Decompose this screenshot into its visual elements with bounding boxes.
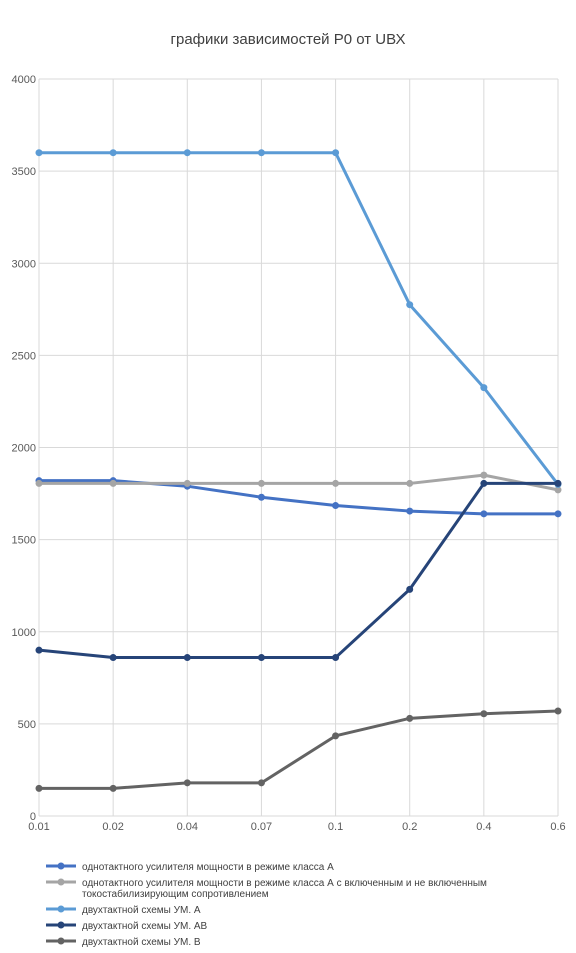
- data-point: [257, 479, 265, 487]
- legend-entry-2: однотактного усилителя мощности в режиме…: [46, 878, 487, 900]
- y-tick-label: 1000: [12, 627, 36, 639]
- data-point: [35, 784, 43, 792]
- data-point: [183, 779, 191, 787]
- legend-swatch-marker: [57, 937, 65, 945]
- x-tick-label: 0.6: [550, 821, 565, 833]
- data-point: [480, 479, 488, 487]
- series-3: [35, 149, 562, 488]
- data-point: [332, 502, 340, 510]
- legend-swatch-marker: [57, 878, 65, 886]
- data-point: [554, 707, 562, 715]
- legend-swatch-marker: [57, 921, 65, 929]
- data-point: [406, 585, 414, 593]
- data-point: [109, 784, 117, 792]
- data-point: [332, 654, 340, 662]
- y-tick-label: 2500: [12, 350, 36, 362]
- data-point: [35, 646, 43, 654]
- x-tick-label: 0.07: [251, 821, 272, 833]
- series-4: [35, 479, 562, 662]
- data-point: [406, 507, 414, 515]
- data-point: [183, 149, 191, 157]
- data-point: [480, 384, 488, 392]
- y-tick-label: 2000: [12, 443, 36, 455]
- y-tick-label: 3500: [12, 166, 36, 178]
- data-point: [406, 714, 414, 722]
- series-2: [35, 471, 562, 494]
- axis-tick-labels: 0 500 1000 1500 2000 2500 3000 3500 4000 0.01 0.02…: [12, 74, 566, 833]
- data-point: [332, 732, 340, 740]
- x-tick-label: 0.4: [476, 821, 491, 833]
- data-point: [109, 654, 117, 662]
- legend-entry-4: двухтактной схемы УМ. АВ: [46, 921, 208, 932]
- data-point: [406, 479, 414, 487]
- x-tick-label: 0.04: [177, 821, 198, 833]
- x-tick-label: 0.01: [28, 821, 49, 833]
- data-point: [257, 654, 265, 662]
- series-line: [38, 481, 558, 660]
- series-line: [39, 151, 560, 486]
- data-point: [554, 486, 562, 494]
- x-tick-label: 0.2: [402, 821, 417, 833]
- legend-entry-1: однотактного усилителя мощности в режиме…: [46, 862, 334, 873]
- data-point: [257, 493, 265, 501]
- series-line: [39, 473, 559, 492]
- data-point: [554, 479, 562, 487]
- data-point: [406, 301, 414, 309]
- data-point: [332, 479, 340, 487]
- data-point: [109, 479, 117, 487]
- x-tick-label: 0.1: [328, 821, 343, 833]
- data-point: [554, 510, 562, 518]
- y-tick-label: 1500: [12, 535, 36, 547]
- data-point: [480, 710, 488, 718]
- grid-lines: [38, 78, 559, 817]
- data-point: [183, 479, 191, 487]
- y-tick-label: 3000: [12, 258, 36, 270]
- chart-title: графики зависимостей Р0 от UВХ: [171, 31, 406, 48]
- legend-label: двухтактной схемы УМ. В: [82, 937, 201, 948]
- legend-entry-5: двухтактной схемы УМ. В: [46, 937, 201, 948]
- data-point: [480, 510, 488, 518]
- legend-label: двухтактной схемы УМ. А: [82, 905, 201, 916]
- series-5: [35, 707, 562, 792]
- data-point: [480, 471, 488, 479]
- legend: однотактного усилителя мощности в режиме…: [46, 862, 487, 948]
- data-point: [257, 779, 265, 787]
- series-line: [39, 479, 558, 516]
- legend-label: двухтактной схемы УМ. АВ: [82, 921, 208, 932]
- data-point: [257, 149, 265, 157]
- data-point: [109, 149, 117, 157]
- y-tick-label: 500: [18, 719, 36, 731]
- data-point: [35, 149, 43, 157]
- data-point: [332, 149, 340, 157]
- legend-label: токостабилизирующим сопротивлением: [82, 888, 269, 900]
- legend-swatch-marker: [57, 862, 65, 870]
- series-lines: [35, 149, 562, 792]
- data-point: [183, 654, 191, 662]
- legend-swatch-marker: [57, 905, 65, 913]
- y-tick-label: 0: [30, 811, 36, 823]
- data-point: [35, 479, 43, 487]
- legend-label: однотактного усилителя мощности в режиме…: [82, 862, 334, 873]
- x-tick-label: 0.02: [102, 821, 123, 833]
- legend-label: однотактного усилителя мощности в режиме…: [82, 878, 487, 889]
- legend-entry-3: двухтактной схемы УМ. А: [46, 905, 201, 916]
- y-tick-label: 4000: [12, 74, 36, 86]
- series-line: [39, 709, 559, 790]
